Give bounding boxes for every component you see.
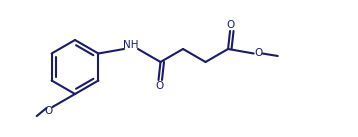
Text: O: O — [44, 106, 53, 116]
Text: O: O — [255, 48, 263, 58]
Text: NH: NH — [123, 40, 139, 50]
Text: O: O — [155, 81, 164, 91]
Text: O: O — [227, 20, 235, 30]
